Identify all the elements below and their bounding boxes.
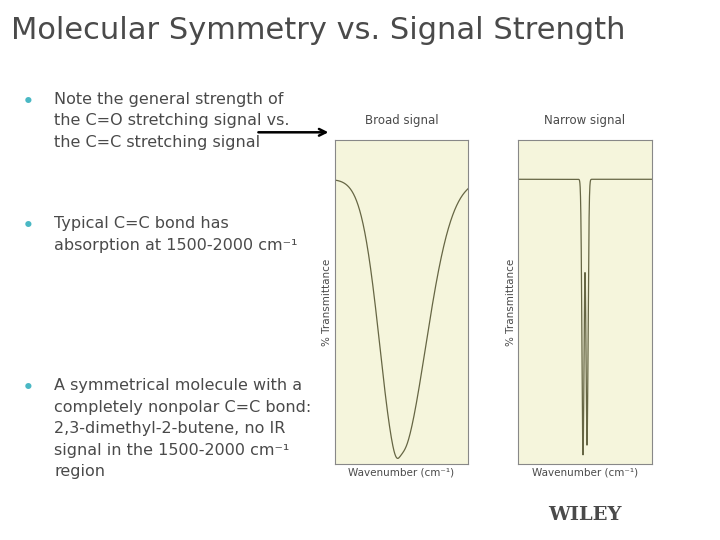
X-axis label: Wavenumber (cm⁻¹): Wavenumber (cm⁻¹): [532, 467, 638, 477]
Text: WILEY: WILEY: [548, 506, 622, 524]
Text: Typical C=C bond has
absorption at 1500-2000 cm⁻¹: Typical C=C bond has absorption at 1500-…: [54, 216, 297, 253]
Text: •: •: [22, 92, 35, 112]
Y-axis label: % Transmittance: % Transmittance: [322, 259, 332, 346]
Text: Narrow signal: Narrow signal: [544, 114, 626, 127]
Y-axis label: % Transmittance: % Transmittance: [505, 259, 516, 346]
Text: •: •: [22, 216, 35, 236]
Text: Note the general strength of
the C=O stretching signal vs.
the C=C stretching si: Note the general strength of the C=O str…: [54, 92, 289, 150]
Text: •: •: [22, 378, 35, 398]
Text: A symmetrical molecule with a
completely nonpolar C=C bond:
2,3-dimethyl-2-buten: A symmetrical molecule with a completely…: [54, 378, 311, 480]
X-axis label: Wavenumber (cm⁻¹): Wavenumber (cm⁻¹): [348, 467, 454, 477]
Text: Molecular Symmetry vs. Signal Strength: Molecular Symmetry vs. Signal Strength: [11, 16, 625, 45]
Text: Broad signal: Broad signal: [364, 114, 438, 127]
